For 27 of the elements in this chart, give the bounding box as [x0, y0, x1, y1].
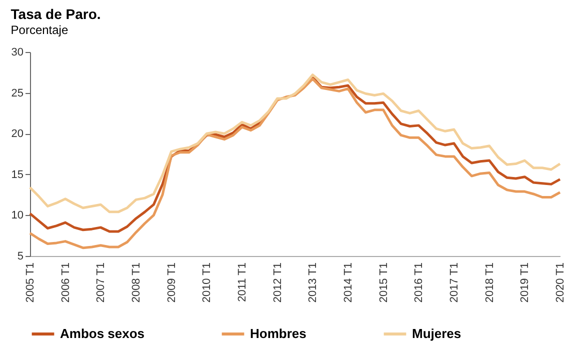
y-tick-label: 15 — [11, 168, 24, 181]
y-tick-label: 20 — [11, 128, 24, 140]
x-tick-label: 2016 T1 — [413, 262, 426, 303]
x-tick-label: 2014 T1 — [342, 262, 354, 303]
x-tick-label: 2009 T1 — [166, 262, 178, 303]
legend-label: Mujeres — [412, 326, 462, 341]
x-tick-label: 2020 T1 — [554, 262, 566, 303]
x-tick-label: 2017 T1 — [448, 262, 460, 303]
x-tick-label: 2018 T1 — [484, 262, 496, 303]
chart-subtitle: Porcentaje — [10, 23, 68, 37]
y-tick-label: 30 — [11, 46, 24, 58]
x-tick-label: 2015 T1 — [378, 262, 390, 303]
legend-label: Ambos sexos — [60, 326, 145, 341]
y-tick-label: 5 — [17, 250, 24, 262]
x-tick-label: 2011 T1 — [236, 262, 248, 302]
legend-label: Hombres — [250, 326, 306, 341]
x-tick-label: 2013 T1 — [307, 262, 320, 303]
chart-title: Tasa de Paro. — [10, 6, 101, 22]
y-tick-label: 10 — [11, 210, 24, 222]
x-tick-label: 2007 T1 — [95, 262, 108, 303]
x-tick-label: 2010 T1 — [201, 262, 214, 303]
x-tick-label: 2012 T1 — [272, 262, 284, 303]
x-tick-label: 2005 T1 — [24, 262, 36, 303]
x-tick-label: 2019 T1 — [519, 262, 532, 303]
x-tick-label: 2006 T1 — [60, 262, 72, 303]
x-tick-label: 2008 T1 — [130, 262, 142, 303]
y-tick-label: 25 — [11, 87, 24, 100]
